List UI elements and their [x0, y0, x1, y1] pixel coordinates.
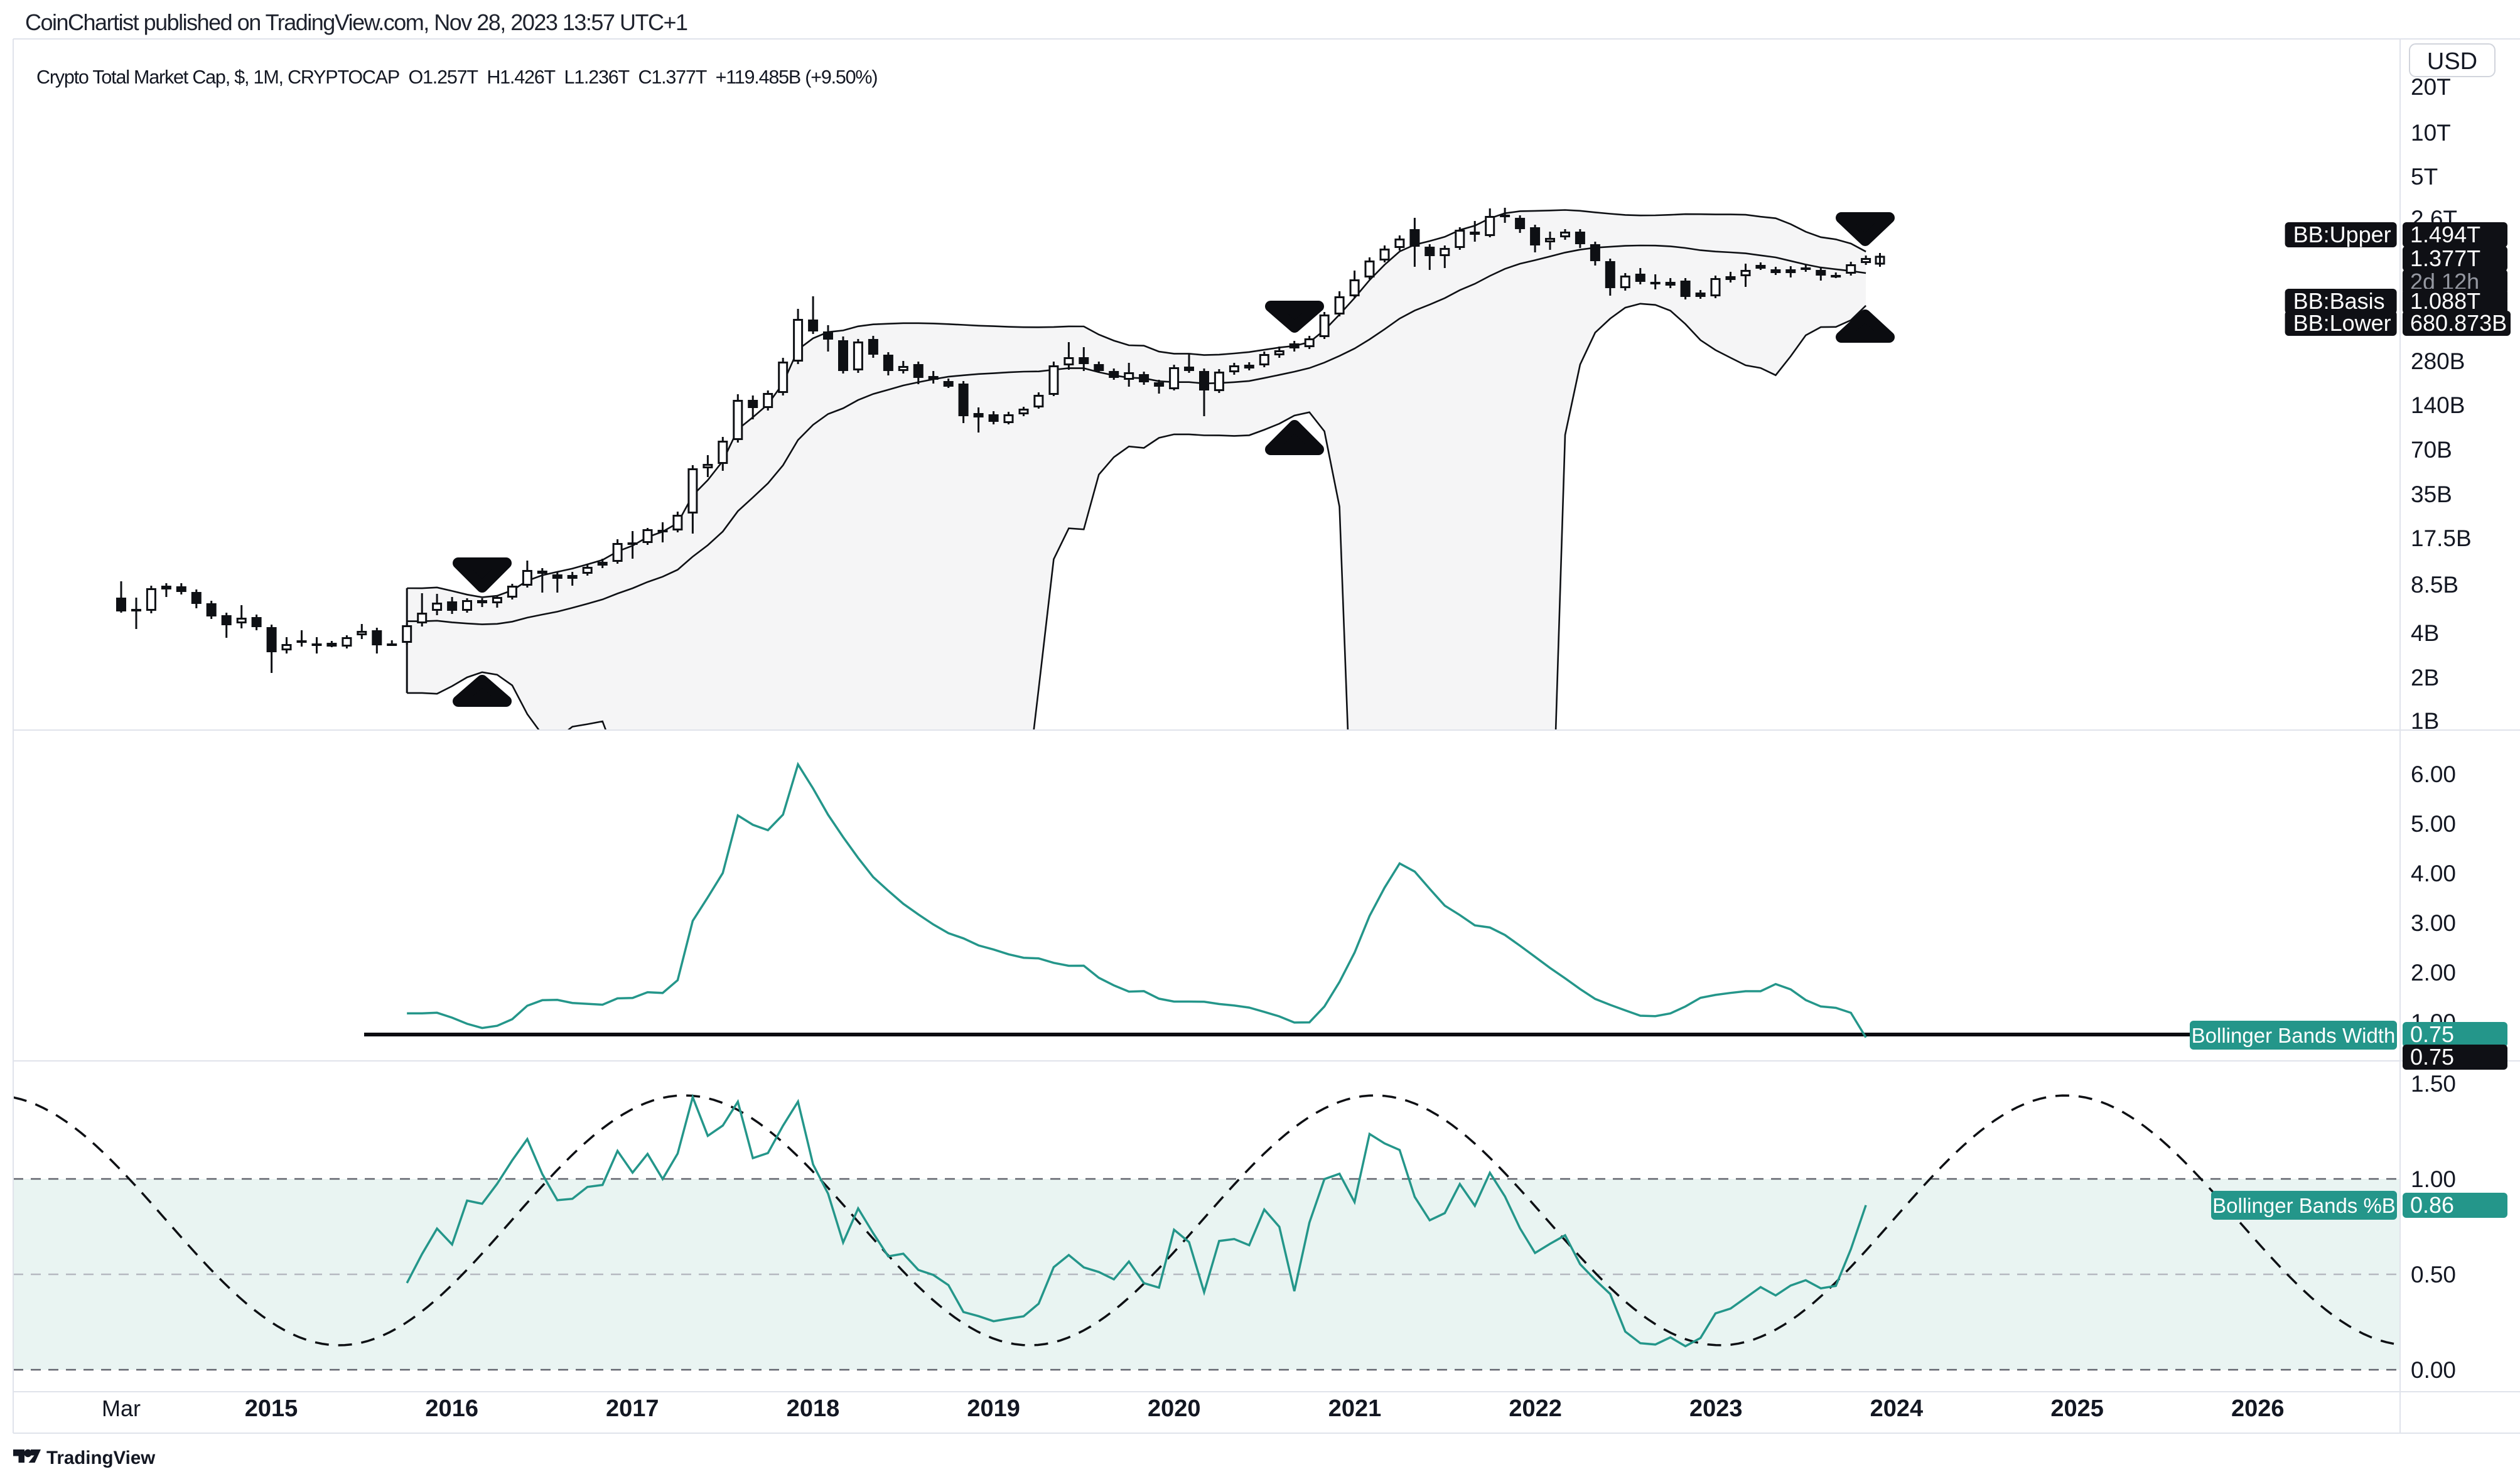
- svg-text:Crypto Total Market Cap, $, 1M: Crypto Total Market Cap, $, 1M, CRYPTOCA…: [36, 67, 877, 88]
- svg-text:BB:Upper: BB:Upper: [2293, 222, 2391, 247]
- svg-text:2025: 2025: [2050, 1395, 2104, 1422]
- svg-text:3.00: 3.00: [2411, 910, 2456, 936]
- svg-text:4B: 4B: [2411, 620, 2439, 646]
- svg-text:1.00: 1.00: [2411, 1166, 2456, 1192]
- svg-text:Bollinger Bands %B: Bollinger Bands %B: [2212, 1194, 2396, 1217]
- svg-text:2019: 2019: [967, 1395, 1020, 1422]
- svg-text:2020: 2020: [1148, 1395, 1201, 1422]
- svg-text:35B: 35B: [2411, 481, 2452, 507]
- svg-text:2017: 2017: [606, 1395, 659, 1422]
- svg-text:6.00: 6.00: [2411, 761, 2456, 787]
- svg-text:0.50: 0.50: [2411, 1262, 2456, 1288]
- svg-text:0.00: 0.00: [2411, 1357, 2456, 1383]
- svg-text:17.5B: 17.5B: [2411, 525, 2472, 551]
- svg-text:1B: 1B: [2411, 708, 2439, 734]
- svg-text:2024: 2024: [1870, 1395, 1924, 1422]
- svg-text:1.494T: 1.494T: [2410, 222, 2480, 247]
- svg-text:2B: 2B: [2411, 665, 2439, 691]
- svg-text:BB:Lower: BB:Lower: [2293, 310, 2391, 336]
- svg-text:0.75: 0.75: [2410, 1044, 2454, 1070]
- svg-text:2.00: 2.00: [2411, 960, 2456, 986]
- svg-text:2021: 2021: [1328, 1395, 1382, 1422]
- svg-text:2026: 2026: [2231, 1395, 2285, 1422]
- svg-text:BB:Basis: BB:Basis: [2293, 288, 2385, 314]
- svg-text:USD: USD: [2427, 48, 2477, 75]
- svg-text:2018: 2018: [787, 1395, 840, 1422]
- svg-text:2022: 2022: [1509, 1395, 1562, 1422]
- svg-text:70B: 70B: [2411, 437, 2452, 463]
- svg-text:10T: 10T: [2411, 120, 2451, 146]
- svg-text:Bollinger Bands Width: Bollinger Bands Width: [2192, 1024, 2396, 1047]
- svg-text:Mar: Mar: [102, 1395, 141, 1421]
- svg-text:2023: 2023: [1689, 1395, 1743, 1422]
- svg-text:8.5B: 8.5B: [2411, 572, 2458, 598]
- svg-text:140B: 140B: [2411, 392, 2465, 418]
- svg-text:1.377T: 1.377T: [2410, 245, 2480, 271]
- svg-text:5.00: 5.00: [2411, 811, 2456, 837]
- svg-text:0.75: 0.75: [2410, 1021, 2454, 1047]
- svg-text:4.00: 4.00: [2411, 861, 2456, 886]
- svg-text:280B: 280B: [2411, 348, 2465, 374]
- svg-text:1.50: 1.50: [2411, 1071, 2456, 1097]
- svg-text:0.86: 0.86: [2410, 1192, 2454, 1218]
- svg-text:20T: 20T: [2411, 74, 2451, 100]
- svg-text:CoinChartist published on Trad: CoinChartist published on TradingView.co…: [25, 9, 687, 35]
- svg-text:680.873B: 680.873B: [2410, 310, 2507, 336]
- svg-text:1.088T: 1.088T: [2410, 288, 2480, 314]
- svg-text:2016: 2016: [425, 1395, 478, 1422]
- svg-text:5T: 5T: [2411, 164, 2438, 190]
- svg-text:2015: 2015: [245, 1395, 298, 1422]
- svg-text:TradingView: TradingView: [46, 1448, 155, 1468]
